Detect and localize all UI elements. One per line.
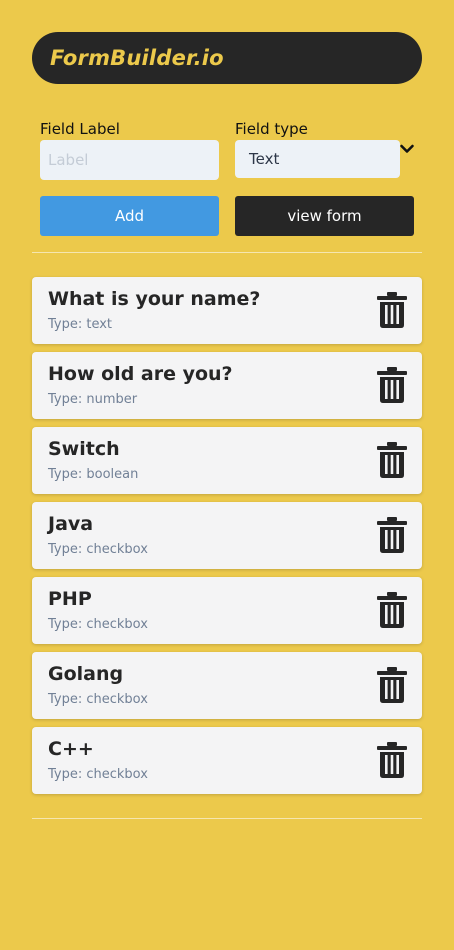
field-type-text: Type: checkbox <box>48 692 148 707</box>
trash-icon[interactable] <box>377 592 407 628</box>
bottom-divider <box>32 818 422 819</box>
field-title: Golang <box>48 663 124 685</box>
trash-icon[interactable] <box>377 517 407 553</box>
field-card: What is your name? Type: text <box>32 277 422 344</box>
field-type-text: Type: text <box>48 317 113 332</box>
field-type-selected-value: Text <box>249 150 280 168</box>
field-list: What is your name? Type: text How old ar… <box>32 277 422 802</box>
field-label-caption: Field Label <box>40 120 120 138</box>
brand-logo[interactable]: FormBuilder.io <box>50 46 224 70</box>
top-divider <box>32 252 422 253</box>
field-type-caption: Field type <box>235 120 308 138</box>
field-type-text: Type: checkbox <box>48 542 148 557</box>
app-header: FormBuilder.io <box>32 32 422 84</box>
field-title: C++ <box>48 738 94 760</box>
field-type-text: Type: number <box>48 392 138 407</box>
field-title: Java <box>48 513 94 535</box>
trash-icon[interactable] <box>377 442 407 478</box>
trash-icon[interactable] <box>377 367 407 403</box>
field-type-text: Type: boolean <box>48 467 139 482</box>
trash-icon[interactable] <box>377 292 407 328</box>
field-card: How old are you? Type: number <box>32 352 422 419</box>
field-type-text: Type: checkbox <box>48 767 148 782</box>
field-label-input[interactable] <box>40 140 219 180</box>
add-field-button[interactable]: Add <box>40 196 219 236</box>
field-card: Switch Type: boolean <box>32 427 422 494</box>
field-title: How old are you? <box>48 363 233 385</box>
field-type-text: Type: checkbox <box>48 617 148 632</box>
field-card: PHP Type: checkbox <box>32 577 422 644</box>
field-title: Switch <box>48 438 120 460</box>
view-form-button[interactable]: view form <box>235 196 414 236</box>
trash-icon[interactable] <box>377 742 407 778</box>
chevron-down-icon[interactable] <box>398 140 416 158</box>
trash-icon[interactable] <box>377 667 407 703</box>
field-card: Java Type: checkbox <box>32 502 422 569</box>
field-title: What is your name? <box>48 288 261 310</box>
field-card: C++ Type: checkbox <box>32 727 422 794</box>
field-title: PHP <box>48 588 92 610</box>
field-card: Golang Type: checkbox <box>32 652 422 719</box>
field-type-select[interactable]: Text <box>235 140 400 178</box>
